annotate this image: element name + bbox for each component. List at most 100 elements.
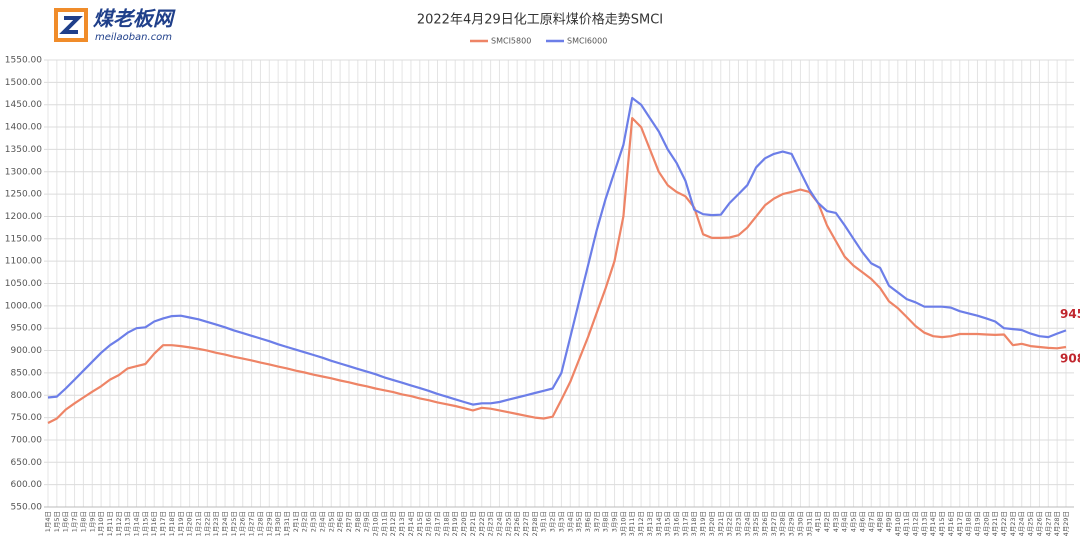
logo: 煤老板网 meilaoban.com (54, 7, 176, 43)
y-tick-label: 1050.00 (5, 279, 42, 289)
x-tick-label: 3月24日 (743, 511, 751, 536)
x-tick-label: 2月4日 (318, 511, 326, 532)
x-tick-label: 1月16日 (150, 511, 158, 536)
x-tick-label: 1月12日 (115, 511, 123, 536)
x-tick-label: 4月16日 (947, 511, 955, 536)
y-tick-label: 1300.00 (5, 167, 42, 177)
x-tick-label: 1月6日 (62, 511, 70, 532)
x-tick-label: 4月28日 (1053, 511, 1061, 536)
x-tick-label: 2月8日 (354, 511, 362, 532)
x-tick-label: 1月14日 (133, 511, 141, 536)
x-tick-label: 3月4日 (566, 511, 574, 532)
x-tick-label: 3月27日 (770, 511, 778, 536)
x-tick-label: 4月1日 (814, 511, 822, 532)
x-tick-label: 4月24日 (1018, 511, 1026, 536)
x-tick-label: 4月7日 (867, 511, 875, 532)
series-line (47, 117, 1067, 424)
x-tick-label: 3月14日 (655, 511, 663, 536)
x-tick-label: 2月9日 (363, 511, 371, 532)
x-tick-label: 3月21日 (717, 511, 725, 536)
x-tick-label: 4月18日 (965, 511, 973, 536)
x-tick-label: 2月20日 (460, 511, 468, 536)
y-tick-label: 1550.00 (5, 56, 42, 66)
y-tick-label: 1200.00 (5, 212, 42, 222)
y-tick-label: 750.00 (11, 413, 43, 423)
x-tick-label: 2月14日 (407, 511, 415, 536)
x-tick-label: 2月17日 (433, 511, 441, 536)
x-tick-label: 3月17日 (681, 511, 689, 536)
x-tick-label: 2月1日 (292, 511, 300, 532)
x-tick-label: 1月29日 (265, 511, 273, 536)
x-tick-label: 2月6日 (336, 511, 344, 532)
x-tick-label: 2月3日 (310, 511, 318, 532)
y-tick-label: 800.00 (11, 391, 43, 401)
x-tick-label: 2月7日 (345, 511, 353, 532)
legend-label: SMCI5800 (491, 37, 531, 46)
x-tick-label: 2月15日 (416, 511, 424, 536)
x-tick-label: 2月27日 (522, 511, 530, 536)
x-tick-label: 4月13日 (920, 511, 928, 536)
x-tick-label: 2月22日 (478, 511, 486, 536)
x-tick-label: 3月19日 (699, 511, 707, 536)
x-tick-label: 2月11日 (380, 511, 388, 536)
x-tick-label: 2月28日 (531, 511, 539, 536)
x-tick-label: 4月11日 (903, 511, 911, 536)
x-tick-label: 1月28日 (256, 511, 264, 536)
y-tick-label: 1100.00 (5, 257, 42, 267)
x-tick-label: 3月20日 (708, 511, 716, 536)
x-tick-label: 4月10日 (894, 511, 902, 536)
x-tick-label: 4月2日 (823, 511, 831, 532)
x-tick-label: 2月16日 (425, 511, 433, 536)
x-tick-label: 1月15日 (141, 511, 149, 536)
x-tick-label: 1月4日 (44, 511, 52, 532)
x-tick-label: 4月8日 (876, 511, 884, 532)
x-tick-label: 1月5日 (53, 511, 61, 532)
x-tick-label: 3月11日 (628, 511, 636, 536)
x-tick-label: 1月30日 (274, 511, 282, 536)
y-tick-label: 1500.00 (5, 78, 42, 88)
end-value-label: 945 (1060, 307, 1080, 321)
y-tick-label: 1450.00 (5, 100, 42, 110)
x-tick-label: 3月23日 (734, 511, 742, 536)
y-tick-label: 1150.00 (5, 234, 42, 244)
y-tick-label: 700.00 (11, 435, 43, 445)
x-tick-label: 4月14日 (929, 511, 937, 536)
x-tick-label: 3月1日 (540, 511, 548, 532)
legend-label: SMCI6000 (567, 37, 607, 46)
x-tick-label: 3月29日 (788, 511, 796, 536)
x-tick-label: 3月9日 (611, 511, 619, 532)
x-tick-label: 4月3日 (832, 511, 840, 532)
y-tick-label: 600.00 (11, 480, 43, 490)
x-tick-label: 4月27日 (1044, 511, 1052, 536)
x-tick-label: 3月12日 (637, 511, 645, 536)
x-tick-label: 1月20日 (186, 511, 194, 536)
x-tick-label: 4月9日 (885, 511, 893, 532)
x-tick-label: 2月23日 (487, 511, 495, 536)
x-tick-label: 4月19日 (973, 511, 981, 536)
y-tick-label: 1000.00 (5, 301, 42, 311)
x-tick-label: 4月29日 (1062, 511, 1070, 536)
x-tick-label: 2月24日 (495, 511, 503, 536)
logo-icon (54, 8, 88, 42)
x-tick-label: 1月11日 (106, 511, 114, 536)
y-tick-label: 650.00 (11, 458, 43, 468)
x-tick-label: 3月13日 (646, 511, 654, 536)
x-tick-label: 1月26日 (239, 511, 247, 536)
x-tick-label: 1月9日 (88, 511, 96, 532)
x-tick-label: 4月4日 (841, 511, 849, 532)
x-tick-label: 3月18日 (690, 511, 698, 536)
x-tick-label: 3月8日 (602, 511, 610, 532)
x-tick-label: 3月6日 (584, 511, 592, 532)
x-tick-label: 3月30日 (796, 511, 804, 536)
x-tick-label: 1月7日 (71, 511, 79, 532)
logo-url: meilaoban.com (95, 32, 172, 43)
x-tick-label: 2月25日 (504, 511, 512, 536)
x-tick-label: 3月22日 (726, 511, 734, 536)
x-tick-label: 1月21日 (194, 511, 202, 536)
y-tick-label: 850.00 (11, 368, 43, 378)
x-tick-label: 2月26日 (513, 511, 521, 536)
x-tick-label: 4月21日 (991, 511, 999, 536)
x-tick-label: 3月5日 (575, 511, 583, 532)
x-tick-label: 1月8日 (79, 511, 87, 532)
